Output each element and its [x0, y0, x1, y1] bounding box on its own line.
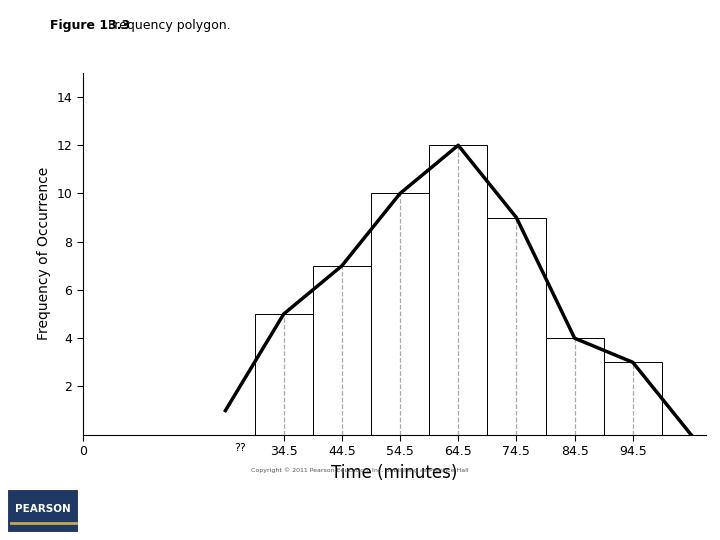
Bar: [312, 266, 371, 435]
Y-axis label: Frequency of Occurrence: Frequency of Occurrence: [37, 167, 51, 340]
Text: Copyright ©2011, ©2006, ©1998 by Pearson Education, Inc.
Upper Saddle River, New: Copyright ©2011, ©2006, ©1998 by Pearson…: [414, 495, 713, 529]
Bar: [371, 193, 429, 435]
Bar: [487, 218, 546, 435]
Bar: [429, 145, 487, 435]
Text: Copyright © 2011 Pearson Education, Inc. publishing as Prentice Hall: Copyright © 2011 Pearson Education, Inc.…: [251, 467, 469, 472]
Text: Systems Engineering and Analysis, Fifth Edition: Systems Engineering and Analysis, Fifth …: [101, 495, 334, 505]
Bar: [546, 338, 604, 435]
Text: PEARSON: PEARSON: [15, 504, 71, 514]
Text: Frequency polygon.: Frequency polygon.: [99, 19, 230, 32]
Text: Figure 13.3: Figure 13.3: [50, 19, 130, 32]
Text: Benjamin S. Blanchard • Wolter J. Fabrycky: Benjamin S. Blanchard • Wolter J. Fabryc…: [101, 518, 310, 528]
Bar: [254, 314, 312, 435]
Text: ??: ??: [234, 443, 246, 453]
X-axis label: Time (minutes): Time (minutes): [331, 464, 457, 482]
Bar: [604, 362, 662, 435]
FancyBboxPatch shape: [7, 489, 79, 532]
